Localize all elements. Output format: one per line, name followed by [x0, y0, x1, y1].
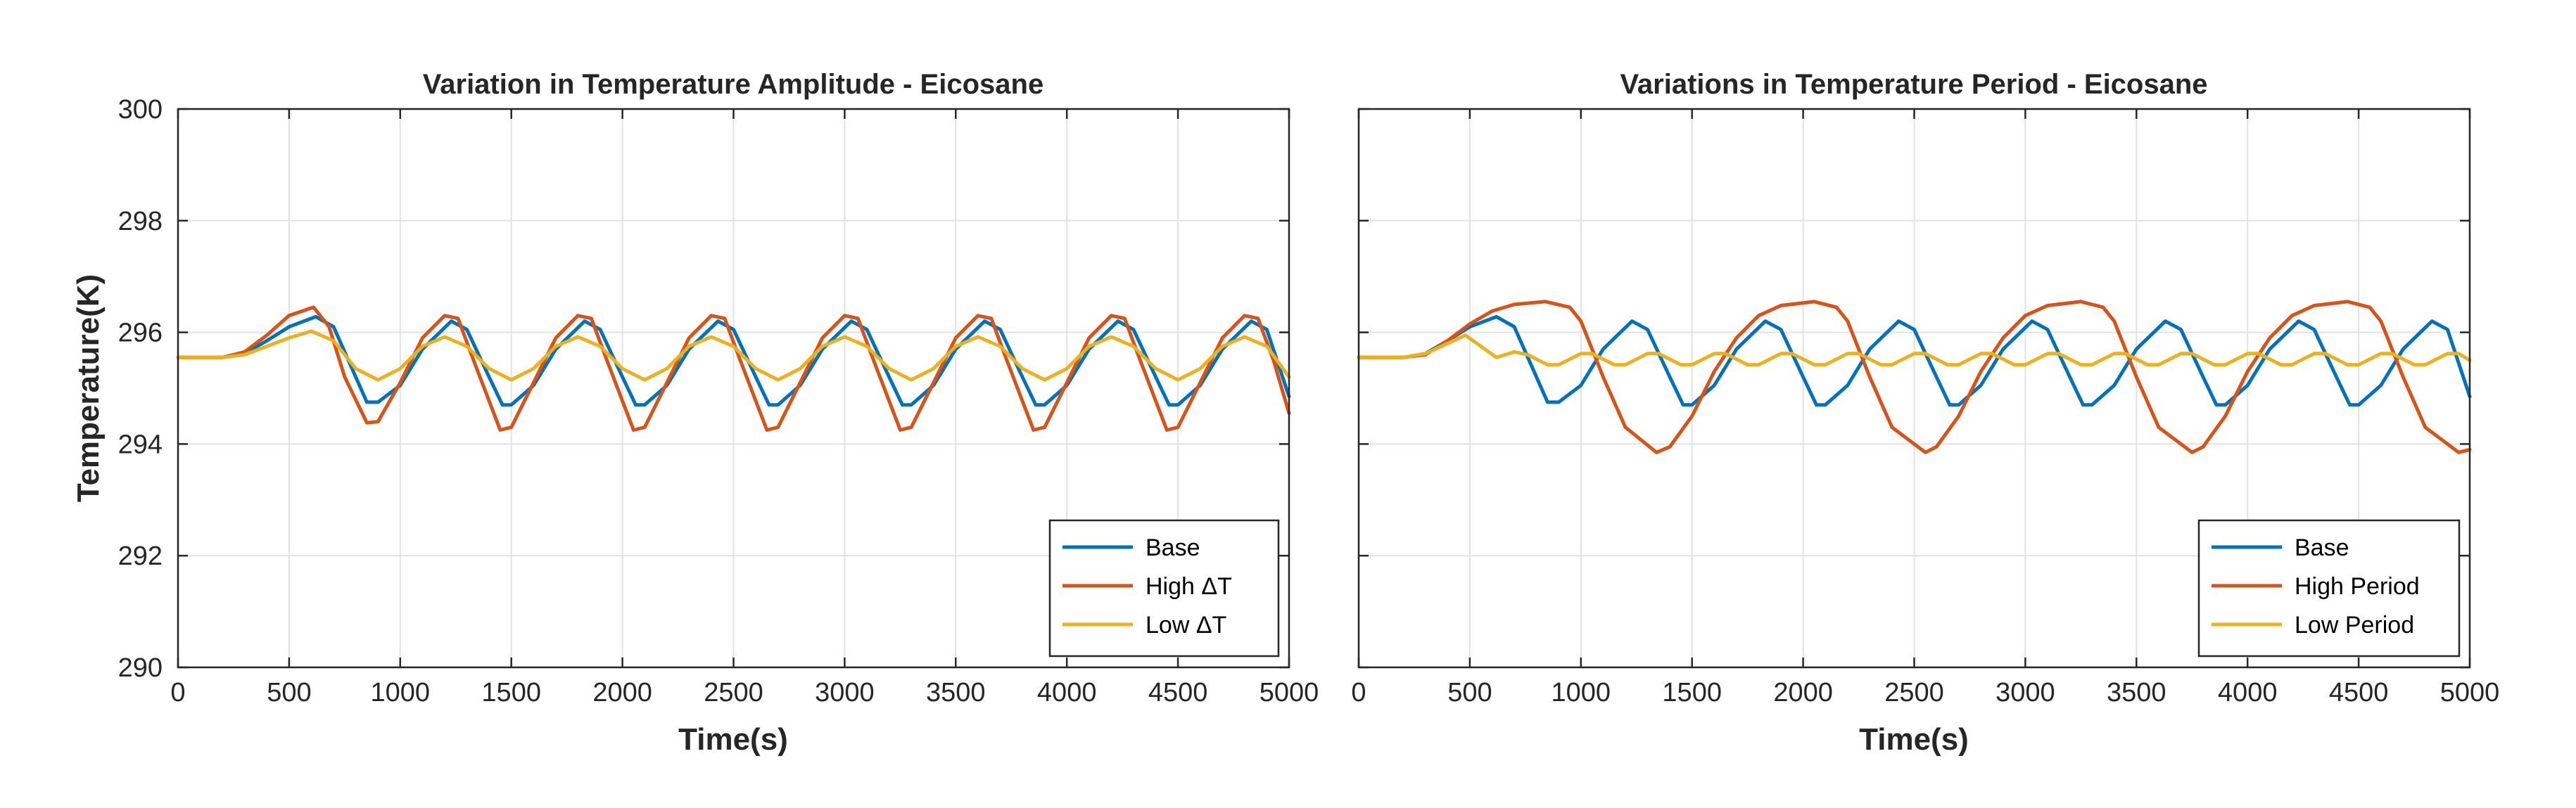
period-chart: 0 500 1000 1500 2000 2500 3000 3500 4000 4500 5000…	[1351, 69, 2499, 757]
x-tick-label: 2500	[1884, 678, 1944, 707]
x-axis-label: Time(s)	[678, 722, 788, 757]
y-tick-label: 292	[118, 541, 163, 571]
chart-title: Variation in Temperature Amplitude - Eic…	[423, 69, 1043, 100]
x-tick-label: 500	[267, 678, 311, 707]
x-tick-label: 5000	[1260, 678, 1319, 707]
y-tick-label: 300	[118, 95, 163, 124]
x-tick-label: 3000	[1996, 678, 2055, 707]
y-tick-label: 294	[118, 430, 163, 459]
x-tick-label: 3000	[815, 678, 875, 707]
x-tick-label: 3500	[926, 678, 986, 707]
series-line-1	[1357, 300, 2472, 454]
series-line-2	[1357, 333, 2472, 367]
ticks: 0 500 1000 1500 2000 2500 3000 3500 4000 4500 5000	[1351, 108, 2500, 707]
x-tick-label: 2500	[704, 678, 763, 707]
legend-box	[2197, 519, 2461, 658]
series-line-1	[176, 305, 1291, 432]
x-tick-label: 1500	[1662, 678, 1722, 707]
legend-box	[1048, 519, 1280, 658]
x-tick-label: 500	[1447, 678, 1492, 707]
x-tick-label: 0	[1351, 678, 1366, 707]
legend-label: Base	[1146, 534, 1200, 561]
series-lines	[176, 305, 1291, 432]
y-tick-label: 298	[118, 207, 163, 236]
x-tick-label: 5000	[2440, 678, 2500, 707]
x-tick-label: 4500	[2329, 678, 2389, 707]
x-tick-label: 4000	[2218, 678, 2278, 707]
x-tick-label: 3500	[2107, 678, 2166, 707]
series-line-2	[176, 329, 1291, 382]
y-axis-label: Temperature(K)	[71, 274, 106, 502]
x-tick-label: 0	[170, 678, 185, 707]
x-tick-label: 1500	[481, 678, 541, 707]
chart-title: Variations in Temperature Period - Eicos…	[1620, 69, 2207, 100]
legend-label: Low Period	[2295, 612, 2414, 639]
legend: Base High ΔT Low ΔT	[1048, 519, 1280, 658]
y-tick-label: 290	[118, 653, 163, 683]
y-tick-label: 296	[118, 319, 163, 348]
x-tick-label: 1000	[1552, 678, 1611, 707]
series-line-0	[1357, 314, 2472, 407]
x-tick-label: 2000	[1773, 678, 1833, 707]
legend: Base High Period Low Period	[2197, 519, 2461, 658]
x-tick-label: 4500	[1148, 678, 1208, 707]
x-tick-label: 4000	[1037, 678, 1097, 707]
x-tick-label: 1000	[371, 678, 431, 707]
legend-label: Base	[2295, 534, 2349, 561]
x-tick-label: 2000	[592, 678, 652, 707]
legend-label: High ΔT	[1146, 573, 1232, 600]
amplitude-chart: 0 500 1000 1500 2000 2500 3000 3500 4000 4500 5000…	[71, 69, 1319, 757]
x-axis-label: Time(s)	[1859, 722, 1969, 757]
ticks: 0 500 1000 1500 2000 2500 3000 3500 4000 4500 5000…	[118, 95, 1319, 707]
series-line-0	[176, 314, 1291, 407]
series-lines	[1357, 300, 2472, 454]
legend-label: Low ΔT	[1146, 612, 1226, 639]
legend-label: High Period	[2295, 573, 2420, 600]
